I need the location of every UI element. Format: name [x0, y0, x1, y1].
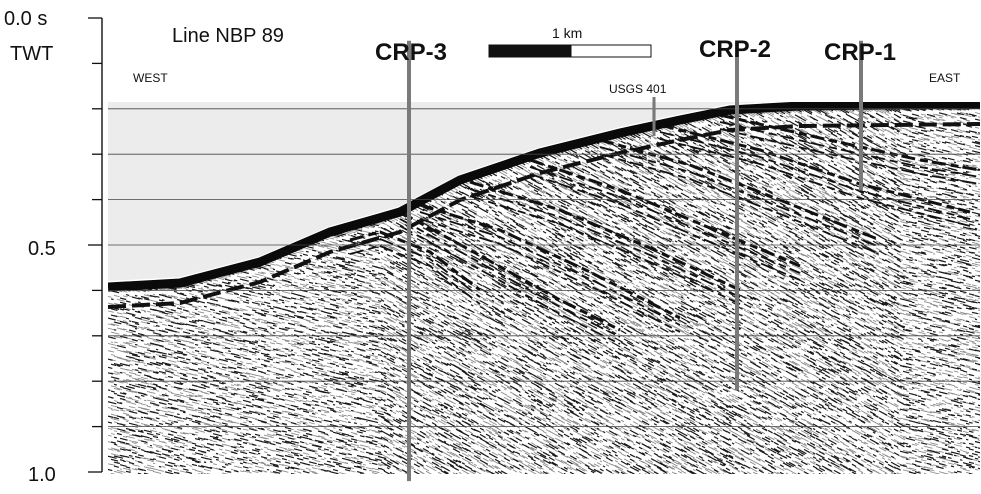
west-label: WEST: [133, 71, 168, 85]
seafloor-reflector: [108, 102, 980, 292]
borehole-label-crp-2: CRP-2: [699, 36, 771, 63]
scale-bar-open: [570, 44, 652, 58]
seismic-section: [108, 102, 980, 474]
scale-bar-solid: [488, 44, 572, 58]
line-title: Line NBP 89: [172, 25, 284, 47]
reflector-texture: [108, 107, 980, 474]
boreholes: CRP-3 CRP-2 CRP-1: [375, 36, 896, 482]
scale-bar: 1 km: [488, 25, 652, 58]
usgs-annotation: USGS 401: [609, 82, 667, 136]
timing-lines: [108, 108, 980, 428]
borehole-label-crp-1: CRP-1: [824, 39, 896, 66]
usgs-label: USGS 401: [609, 82, 667, 96]
tick-label-0-5: 0.5: [28, 238, 56, 260]
tick-label-1-0: 1.0: [28, 464, 56, 486]
axis-ticks: [88, 17, 102, 473]
twt-axis: 0.0 s TWT 0.5 1.0: [4, 8, 103, 486]
borehole-label-crp-3: CRP-3: [375, 39, 447, 66]
tick-label-0: 0.0 s: [4, 8, 47, 30]
axis-unit-label: TWT: [10, 43, 53, 65]
scale-bar-label: 1 km: [552, 25, 582, 41]
seafloor-multiple: [108, 122, 980, 309]
east-label: EAST: [929, 71, 961, 85]
dipping-reflectors: [349, 113, 980, 345]
